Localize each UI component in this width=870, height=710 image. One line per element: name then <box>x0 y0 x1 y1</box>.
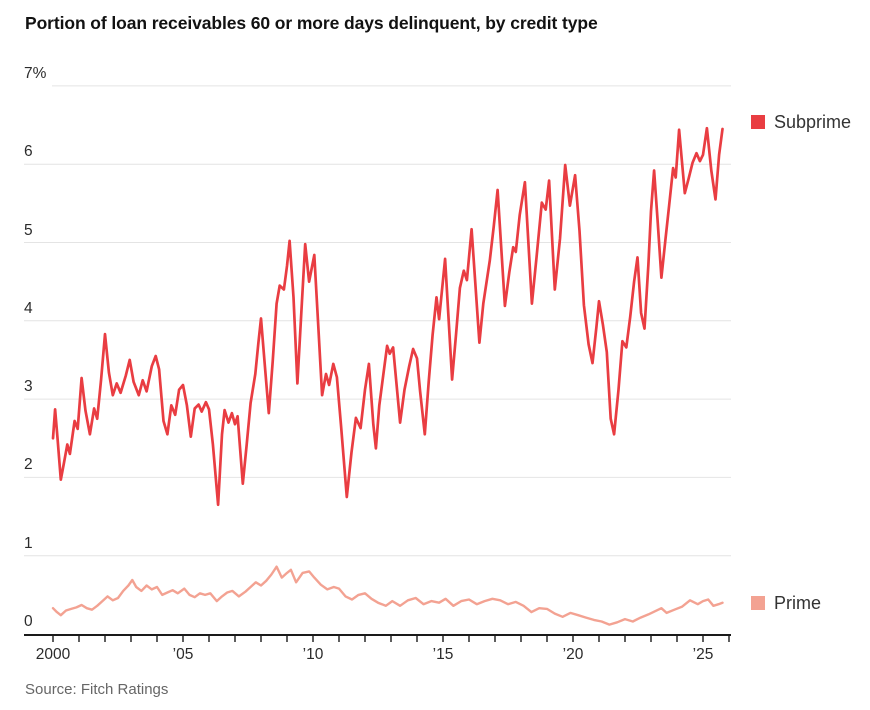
chart-title: Portion of loan receivables 60 or more d… <box>25 13 598 33</box>
legend-swatch-prime <box>751 596 765 610</box>
legend-item-prime: Prime <box>751 593 821 613</box>
x-axis-label: ’05 <box>172 646 194 663</box>
x-axis-label: ’10 <box>302 646 324 663</box>
legend-label-prime: Prime <box>774 593 822 613</box>
x-axis-label: ’15 <box>432 646 454 663</box>
y-axis-label: 3 <box>24 378 33 395</box>
y-axis-label: 0 <box>24 613 33 630</box>
series-line-prime <box>51 565 724 626</box>
x-axis-label: 2000 <box>35 646 71 663</box>
x-axis-label: ’20 <box>562 646 584 663</box>
y-axis-label: 5 <box>24 222 33 239</box>
legend-label-subprime: Subprime <box>774 112 852 132</box>
y-axis-label: 2 <box>24 456 33 473</box>
x-axis-label: ’25 <box>692 646 714 663</box>
legend-item-subprime: Subprime <box>751 112 851 132</box>
source-note: Source: Fitch Ratings <box>25 681 169 698</box>
plot-area <box>24 85 731 642</box>
legend-swatch-subprime <box>751 115 765 129</box>
y-axis-label: 1 <box>24 535 33 552</box>
y-axis-label: 6 <box>24 143 33 160</box>
y-axis-label: 7% <box>24 65 47 82</box>
y-axis-label: 4 <box>24 300 33 317</box>
series-line-subprime <box>51 126 724 507</box>
